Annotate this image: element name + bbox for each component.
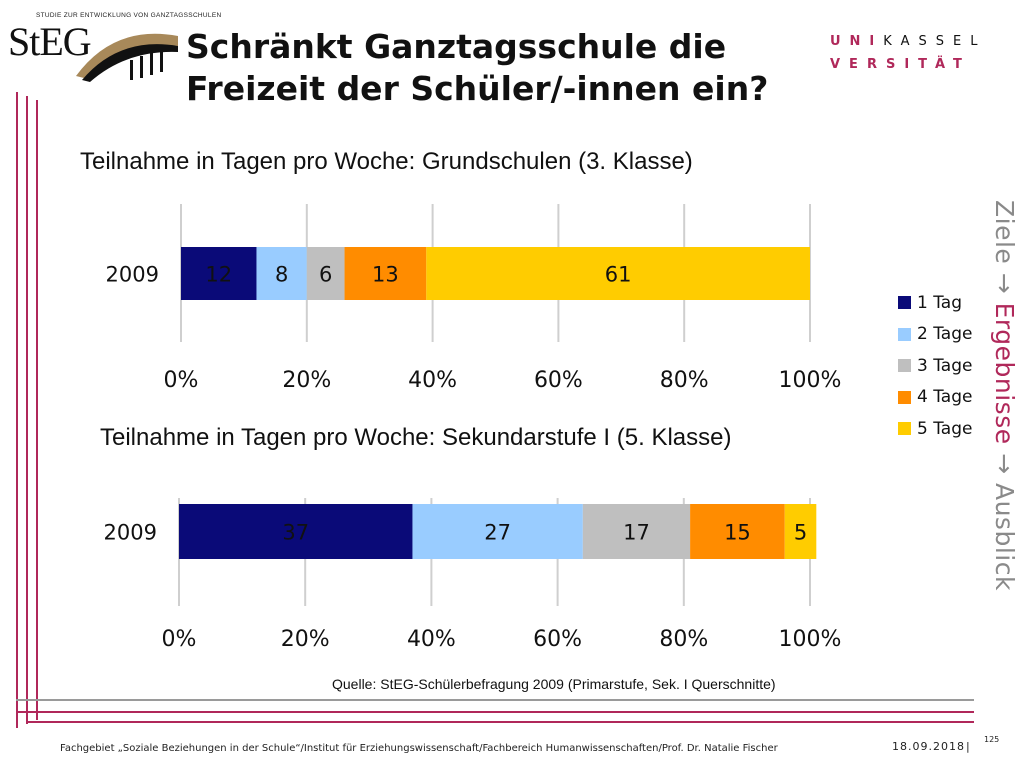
bar-segment <box>582 504 691 559</box>
legend-label: 5 Tage <box>917 418 973 439</box>
footer-text: Fachgebiet „Soziale Beziehungen in der S… <box>60 743 778 754</box>
frame-line <box>36 100 38 720</box>
legend-item: 5 Tage <box>898 413 998 445</box>
source-note: Quelle: StEG-Schülerbefragung 2009 (Prim… <box>332 676 776 692</box>
bar-segment <box>181 247 257 300</box>
bar-segment <box>426 247 810 300</box>
data-label: 13 <box>372 263 399 287</box>
university-logo: UNIKASSEL VERSITÄT <box>830 30 986 76</box>
arrow-right-icon: → <box>990 453 1019 475</box>
x-tick-label: 80% <box>659 627 708 652</box>
x-tick-label: 0% <box>164 368 199 393</box>
legend-swatch <box>898 390 911 404</box>
x-tick-label: 60% <box>534 368 583 393</box>
legend-item: 4 Tage <box>898 382 998 414</box>
x-tick-label: 40% <box>408 368 457 393</box>
footer-date: 18.09.2018 <box>892 740 965 753</box>
nav-item-ziele[interactable]: Ziele <box>990 200 1019 265</box>
bar-segment <box>784 504 817 559</box>
x-tick-label: 100% <box>779 627 842 652</box>
category-label: 2009 <box>106 263 159 287</box>
x-tick-label: 80% <box>660 368 709 393</box>
section-navigation: Ziele → Ergebnisse → Ausblick <box>990 200 1019 660</box>
x-tick-label: 100% <box>779 368 842 393</box>
x-tick-label: 40% <box>407 627 456 652</box>
x-tick-label: 20% <box>282 368 331 393</box>
steg-logo: STUDIE ZUR ENTWICKLUNG VON GANZTAGSSCHUL… <box>4 4 221 86</box>
data-label: 27 <box>484 521 511 545</box>
data-label: 15 <box>724 521 751 545</box>
uni-row2-text: VERSITÄT <box>830 57 971 72</box>
legend-item: 3 Tage <box>898 350 998 382</box>
category-label: 2009 <box>104 521 157 545</box>
logo-caption: STUDIE ZUR ENTWICKLUNG VON GANZTAGSSCHUL… <box>36 12 222 19</box>
frame-line <box>26 96 28 724</box>
legend-item: 2 Tage <box>898 319 998 351</box>
x-tick-label: 0% <box>162 627 197 652</box>
x-tick-label: 60% <box>533 627 582 652</box>
legend-label: 1 Tag <box>917 292 962 313</box>
arrow-right-icon: → <box>990 272 1019 295</box>
bar-segment <box>306 247 345 300</box>
nav-item-ergebnisse[interactable]: Ergebnisse <box>990 302 1019 445</box>
bar-segment <box>179 504 413 559</box>
data-label: 6 <box>319 263 332 287</box>
bar-segment <box>344 247 427 300</box>
data-label: 37 <box>282 521 309 545</box>
legend-swatch <box>898 327 911 341</box>
chart2-svg: 0% 20% 40% 60% 80% 100% 2009 37 27 17 15 5 <box>104 498 842 652</box>
chart2-title: Teilnahme in Tagen pro Woche: Sekundarst… <box>100 424 732 451</box>
data-label: 5 <box>794 521 807 545</box>
page-number: 125 <box>984 735 1000 744</box>
legend-label: 3 Tage <box>917 355 973 376</box>
legend-item: 1 Tag <box>898 287 998 319</box>
x-tick-label: 20% <box>281 627 330 652</box>
frame-line <box>16 92 18 728</box>
nav-item-ausblick[interactable]: Ausblick <box>990 482 1019 591</box>
bar-segment <box>690 504 785 559</box>
bar-segment <box>256 247 307 300</box>
bar-segment <box>412 504 583 559</box>
uni-accent-text: UNI <box>830 34 884 49</box>
chart-legend: 1 Tag 2 Tage 3 Tage 4 Tage 5 Tage <box>898 287 998 445</box>
data-label: 8 <box>275 263 288 287</box>
footer-separator: | <box>966 740 970 753</box>
chart1-svg: 0% 20% 40% 60% 80% 100% 2009 12 8 6 13 61 <box>106 204 842 393</box>
data-label: 12 <box>205 263 232 287</box>
logo-name: StEG <box>8 19 92 64</box>
frame-line <box>16 699 974 701</box>
chart1-title: Teilnahme in Tagen pro Woche: Grundschul… <box>80 148 693 175</box>
page-title: Schränkt Ganztagsschule die Freizeit der… <box>186 27 769 108</box>
legend-label: 2 Tage <box>917 324 973 345</box>
legend-swatch <box>898 359 911 373</box>
frame-line <box>26 721 974 723</box>
logo-arc-graphic <box>76 33 178 82</box>
legend-swatch <box>898 422 911 436</box>
uni-rest-text: KASSEL <box>883 34 987 49</box>
data-label: 17 <box>623 521 650 545</box>
frame-line <box>16 711 974 713</box>
legend-swatch <box>898 296 911 310</box>
legend-label: 4 Tage <box>917 387 973 408</box>
data-label: 61 <box>605 263 632 287</box>
